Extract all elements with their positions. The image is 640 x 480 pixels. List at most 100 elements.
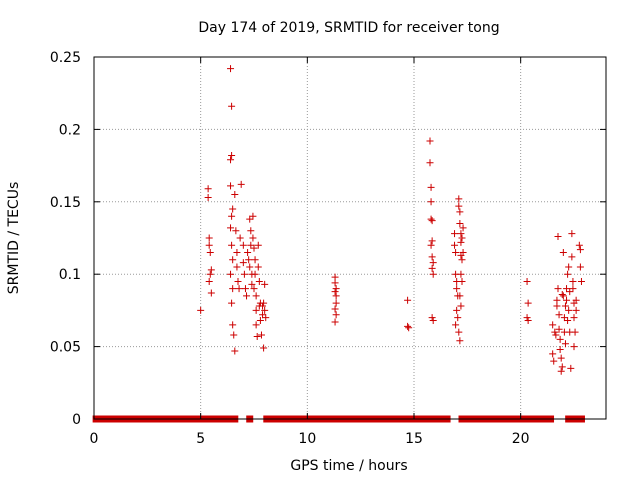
data-point: [550, 357, 558, 365]
data-point: [260, 299, 268, 307]
data-point: [458, 234, 466, 242]
data-point: [231, 347, 239, 355]
data-point: [559, 248, 567, 256]
data-point: [261, 280, 269, 288]
data-point: [249, 212, 257, 220]
data-point: [576, 246, 584, 254]
x-tick-label: 5: [196, 431, 205, 447]
data-point: [523, 314, 531, 322]
data-point: [240, 270, 248, 278]
data-point: [565, 306, 573, 314]
data-point: [229, 321, 237, 329]
data-point: [556, 335, 564, 343]
data-point: [243, 292, 251, 300]
data-point: [452, 248, 460, 256]
data-point: [251, 270, 259, 278]
data-point: [561, 340, 569, 348]
data-point: [254, 241, 262, 249]
data-point: [237, 180, 245, 188]
data-point: [228, 241, 236, 249]
data-point: [234, 277, 242, 285]
data-point: [197, 306, 205, 314]
data-point: [564, 317, 572, 325]
y-tick-label: 0.1: [59, 267, 81, 283]
x-tick-label: 0: [90, 431, 99, 447]
data-point: [246, 215, 254, 223]
x-tick-label: 10: [298, 431, 316, 447]
data-point: [551, 328, 559, 336]
data-point: [569, 285, 577, 293]
data-point: [428, 237, 436, 245]
data-point: [457, 302, 465, 310]
data-point: [428, 253, 436, 261]
data-point: [252, 321, 260, 329]
data-points: [197, 65, 585, 375]
data-point: [262, 314, 270, 322]
data-point: [227, 270, 235, 278]
data-point: [558, 363, 566, 371]
y-axis-label: SRMTID / TECUs: [6, 182, 22, 295]
data-point: [455, 202, 463, 210]
data-point: [566, 288, 574, 296]
data-point: [229, 205, 237, 213]
data-point: [252, 306, 260, 314]
y-tick-label: 0.25: [50, 50, 81, 66]
data-point: [207, 266, 215, 274]
data-point: [253, 332, 261, 340]
data-point: [571, 328, 579, 336]
data-point: [250, 244, 258, 252]
data-point: [570, 343, 578, 351]
data-point: [457, 238, 465, 246]
data-point: [454, 314, 462, 322]
data-point: [428, 314, 436, 322]
data-point: [231, 191, 239, 199]
data-point: [427, 198, 435, 206]
data-point: [205, 277, 213, 285]
data-point: [207, 289, 215, 297]
data-point: [428, 264, 436, 272]
data-point: [457, 270, 465, 278]
data-point: [247, 241, 255, 249]
data-point: [554, 285, 562, 293]
data-point: [228, 299, 236, 307]
data-point: [257, 331, 265, 339]
data-point: [236, 234, 244, 242]
y-tick-label: 0: [72, 412, 81, 428]
data-point: [256, 317, 264, 325]
x-tick-label: 20: [512, 431, 530, 447]
data-point: [570, 314, 578, 322]
data-point: [523, 277, 531, 285]
data-point: [567, 364, 575, 372]
data-point: [565, 263, 573, 271]
data-point: [553, 302, 561, 310]
data-point: [458, 277, 466, 285]
data-point: [549, 321, 557, 329]
data-point: [426, 159, 434, 167]
data-point: [244, 248, 252, 256]
data-point: [429, 259, 437, 267]
data-point: [331, 279, 339, 287]
data-point: [427, 183, 435, 191]
data-point: [456, 220, 464, 228]
data-point: [427, 241, 435, 249]
data-point: [559, 292, 567, 300]
data-point: [332, 285, 340, 293]
data-point: [576, 263, 584, 271]
data-point: [524, 299, 532, 307]
data-point: [331, 288, 339, 296]
data-point: [227, 65, 235, 73]
data-point: [241, 285, 249, 293]
plot-frame: [93, 56, 607, 420]
data-point: [205, 234, 213, 242]
data-point: [549, 350, 557, 358]
y-tick-label: 0.05: [50, 340, 81, 356]
data-point: [261, 306, 269, 314]
data-point: [426, 137, 434, 145]
data-point: [233, 248, 241, 256]
data-point: [260, 344, 268, 352]
data-point: [255, 277, 263, 285]
data-point: [206, 270, 214, 278]
data-point: [249, 234, 257, 242]
y-axis-ticks: 0 0.05 0.1 0.15 0.2 0.25: [50, 50, 606, 428]
data-point: [331, 318, 339, 326]
